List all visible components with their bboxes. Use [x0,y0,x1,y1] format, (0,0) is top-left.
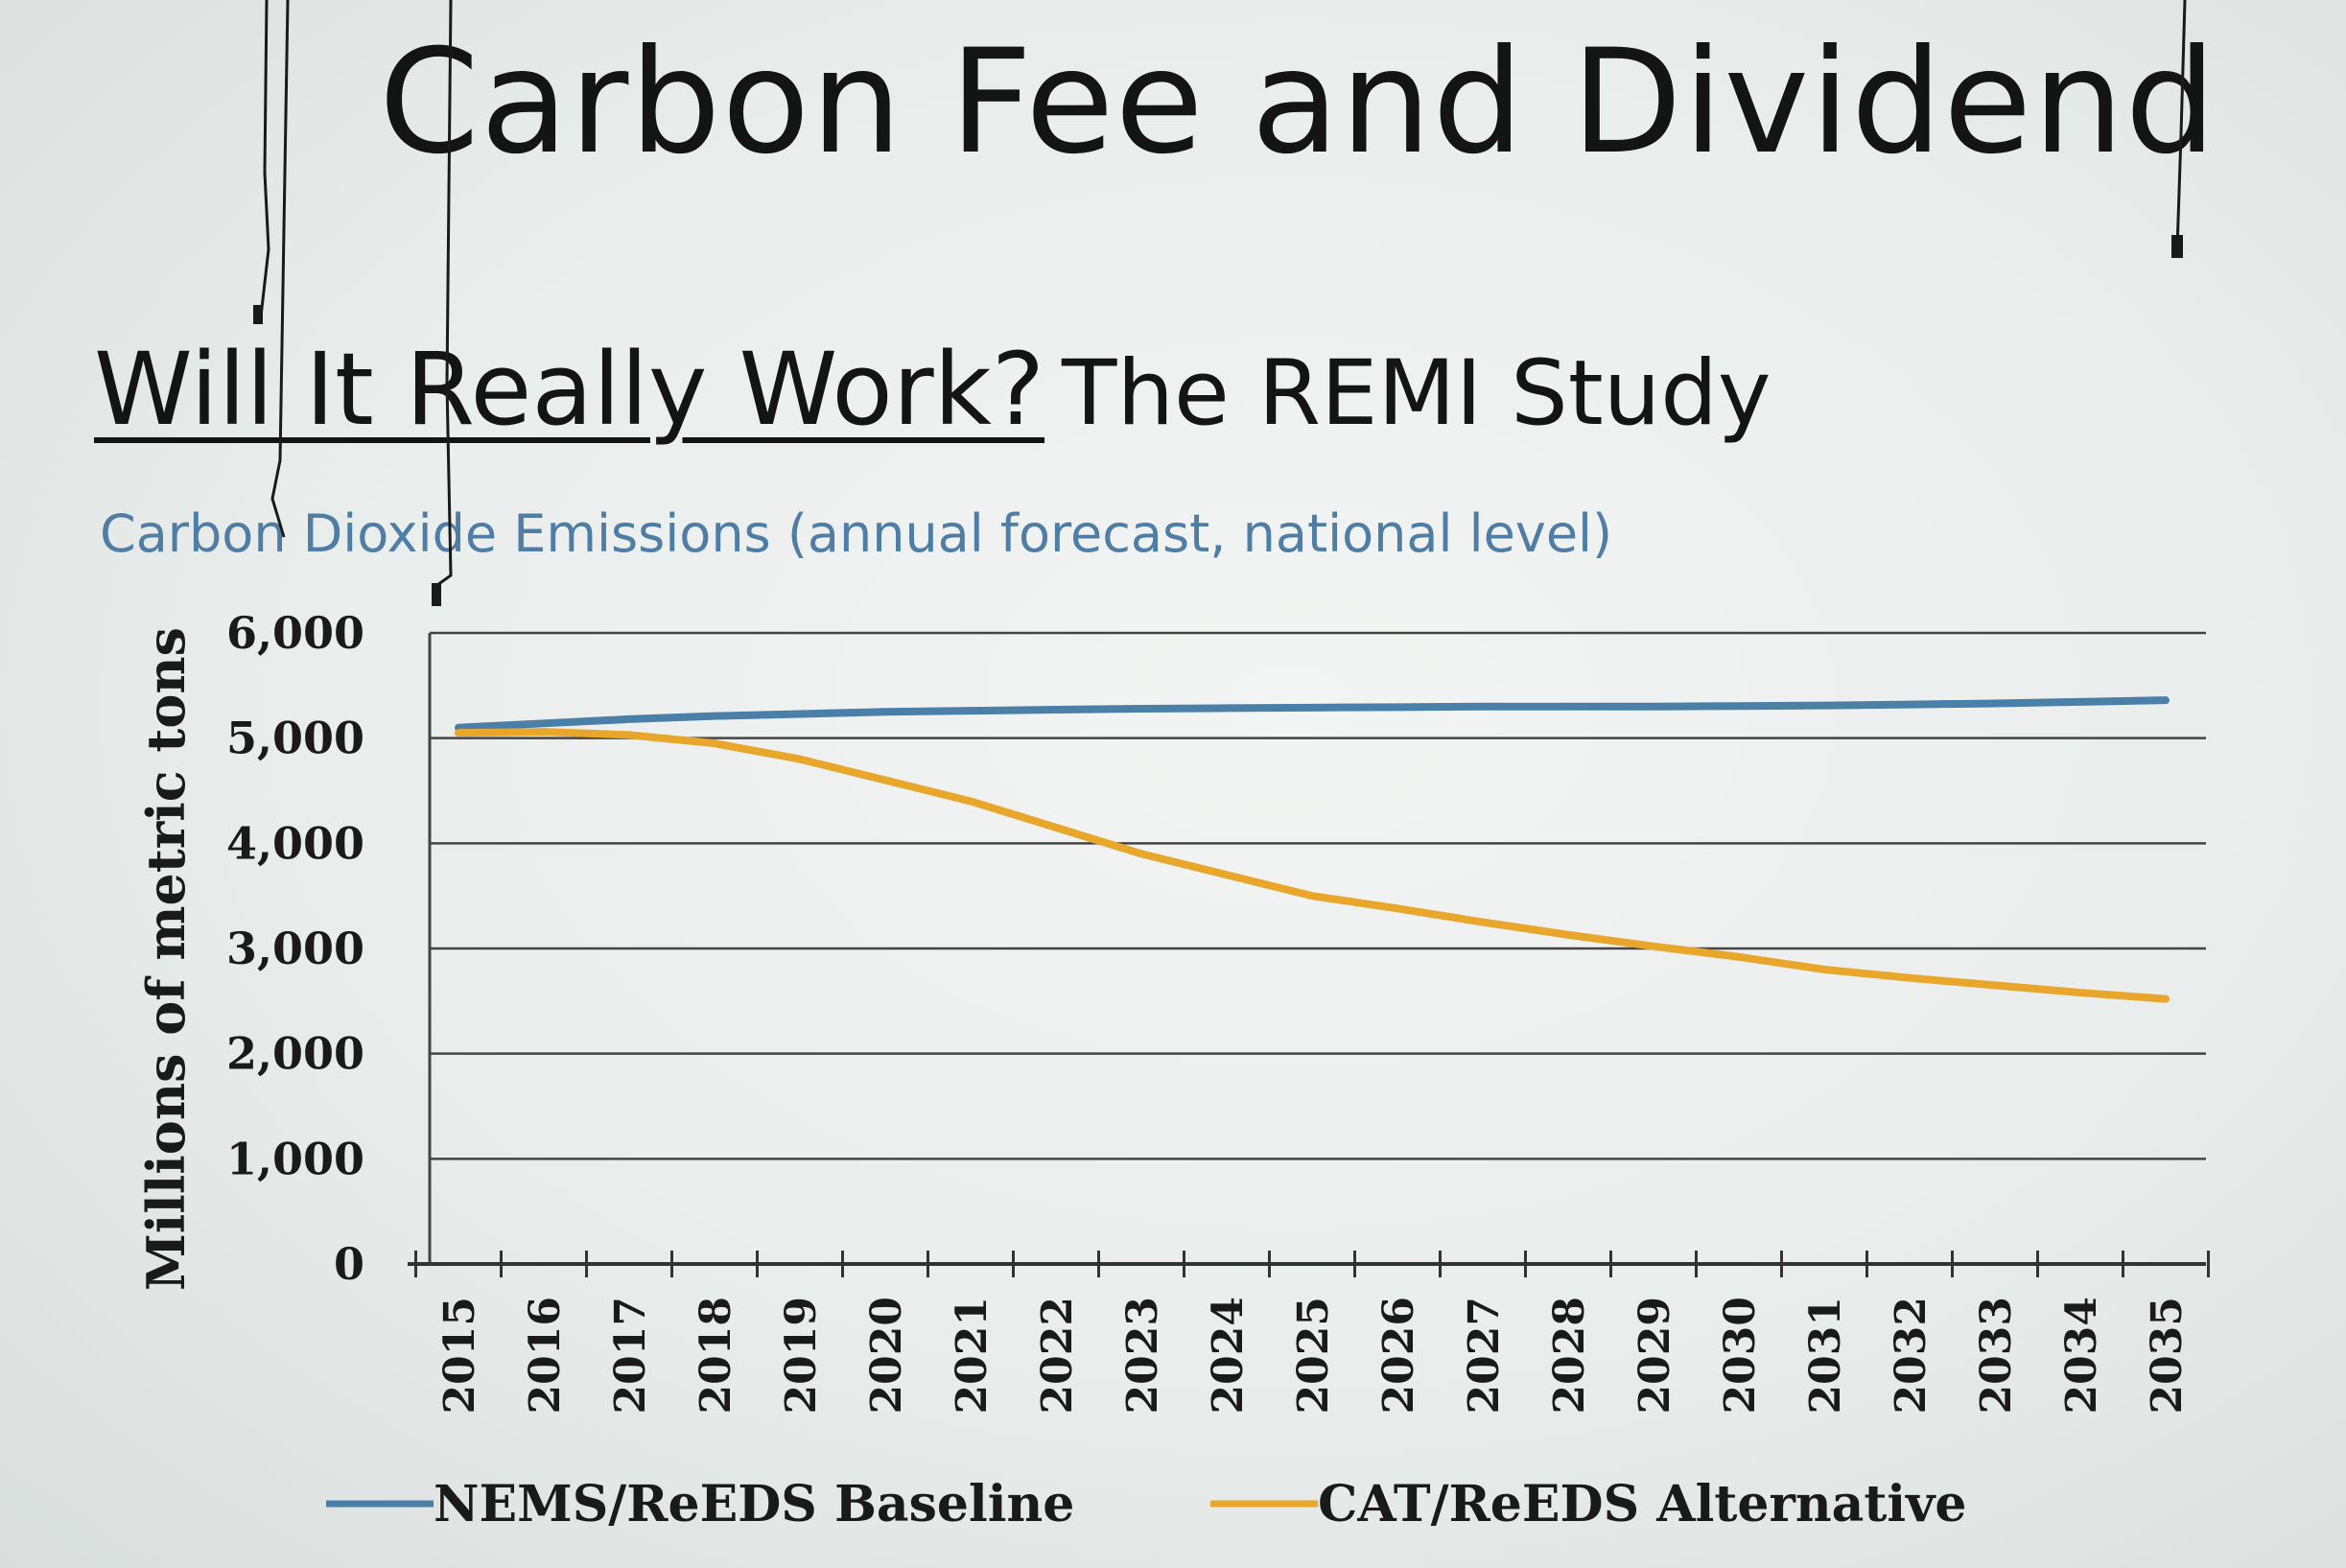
gridlines [430,631,2206,1160]
legend-label: NEMS/ReEDS Baseline [434,1475,1074,1533]
y-tick-labels: 0 1,000 2,000 3,000 4,000 5,000 6,000 [226,607,364,1290]
slide-subtitle: Will It Really Work? The REMI Study [94,331,1771,448]
x-tick-label: 2031 [1801,1297,1850,1414]
cable-plug-right [2171,235,2183,258]
y-axis-label: Millions of metric tons [135,627,197,1291]
x-tick-label: 2026 [1374,1297,1423,1414]
legend: NEMS/ReEDS Baseline CAT/ReEDS Alternative [326,1475,1966,1533]
slide-title: Carbon Fee and Dividend [379,19,2217,186]
y-tick-label: 5,000 [226,713,364,764]
hanging-cable-right [2175,0,2187,250]
x-tick-label: 2025 [1289,1297,1338,1414]
x-tick-labels: 2015 2016 2017 2018 2019 2020 2021 2022 2023 2024… [435,1297,2192,1414]
y-tick-label: 3,000 [226,923,364,974]
cable-plug-left [253,305,263,324]
x-tick-label: 2030 [1716,1297,1765,1414]
x-tick-label: 2027 [1460,1297,1509,1414]
x-tick-label: 2019 [777,1297,826,1414]
x-tick-label: 2016 [521,1297,570,1414]
cable-plug-inner [432,583,441,606]
series-line-baseline [455,696,2170,732]
x-tick-label: 2015 [435,1297,484,1414]
x-tick-label: 2022 [1033,1297,1082,1414]
y-tick-label: 4,000 [226,817,364,869]
x-tick-label: 2033 [1972,1297,2021,1414]
subtitle-question: Will It Really Work? [94,331,1045,448]
x-tick-label: 2018 [692,1297,740,1414]
x-tick-label: 2021 [948,1297,997,1414]
y-tick-label: 2,000 [226,1028,364,1080]
y-tick-label: 1,000 [226,1133,364,1184]
x-tick-label: 2023 [1118,1297,1167,1414]
hanging-cable-inner [436,0,453,587]
y-tick-label: 0 [334,1238,364,1290]
x-tick-label: 2024 [1204,1297,1253,1414]
x-tick-label: 2017 [606,1297,655,1414]
cables-overlay [253,0,2187,606]
hanging-cable-left [259,0,270,317]
subtitle-study-name: The REMI Study [1062,341,1771,446]
series-line-alternative [455,728,2170,1003]
x-tick-label: 2035 [2143,1297,2192,1414]
x-tick-label: 2020 [862,1297,911,1414]
y-tick-label: 6,000 [226,607,364,659]
x-tick-label: 2032 [1887,1297,1935,1414]
x-tick-label: 2028 [1545,1297,1594,1414]
x-tick-label: 2034 [2057,1297,2106,1414]
chart-title: Carbon Dioxide Emissions (annual forecas… [100,503,1613,564]
series-lines [455,696,2170,1003]
legend-label: CAT/ReEDS Alternative [1318,1475,1966,1533]
x-tick-label: 2029 [1630,1297,1679,1414]
axes [408,633,2210,1277]
hanging-cable-middle [270,0,290,538]
